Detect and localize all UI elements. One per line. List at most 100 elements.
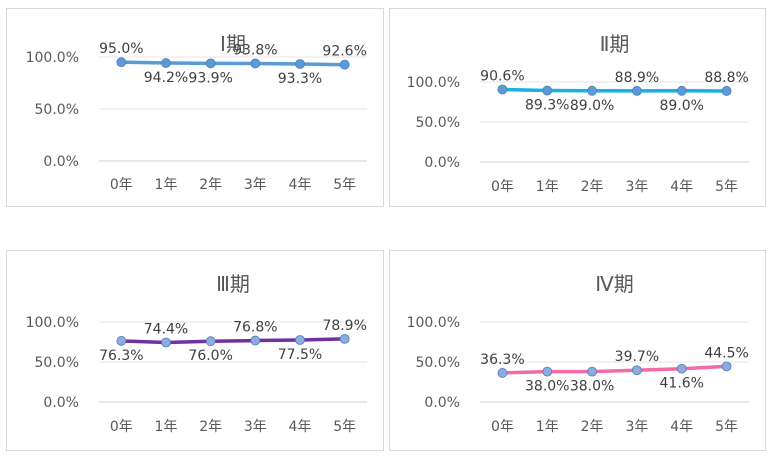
data-label: 93.8% [233, 42, 277, 58]
data-point [295, 59, 305, 69]
data-label: 38.0% [525, 379, 569, 395]
chart-title: Ⅲ期 [216, 272, 250, 296]
data-point [721, 86, 732, 96]
y-tick-label: 50.0% [35, 102, 79, 118]
data-point [116, 336, 127, 346]
data-point [250, 335, 261, 346]
data-point [587, 85, 597, 96]
data-label: 95.0% [99, 41, 143, 57]
data-point [721, 361, 732, 372]
data-point [205, 336, 216, 347]
data-label: 38.0% [570, 379, 614, 395]
y-tick-label: 50.0% [35, 355, 79, 371]
x-tick-label: 5年 [715, 179, 738, 195]
y-tick-label: 50.0% [416, 115, 460, 131]
data-label: 76.0% [188, 348, 232, 364]
data-label: 36.3% [480, 352, 524, 368]
data-label: 93.9% [188, 70, 232, 86]
data-label: 92.6% [322, 44, 366, 60]
data-point [205, 58, 216, 69]
x-tick-label: 5年 [715, 419, 738, 435]
x-tick-label: 4年 [670, 419, 693, 435]
x-tick-label: 2年 [199, 177, 222, 193]
y-tick-label: 0.0% [43, 154, 79, 170]
data-point [497, 84, 508, 95]
data-point [632, 365, 642, 376]
data-label: 78.9% [322, 318, 366, 334]
data-label: 74.4% [144, 321, 188, 337]
series-line [500, 87, 729, 93]
data-point [632, 85, 642, 96]
data-point [339, 59, 350, 70]
data-label: 93.3% [278, 71, 322, 87]
chart-title: Ⅳ期 [595, 272, 633, 296]
data-point [161, 337, 171, 348]
data-point [587, 366, 597, 377]
y-tick-label: 0.0% [424, 155, 460, 171]
data-label: 90.6% [480, 69, 524, 85]
x-tick-label: 3年 [244, 419, 267, 435]
x-tick-label: 2年 [199, 419, 222, 435]
data-label: 88.8% [704, 70, 748, 86]
data-label: 76.8% [233, 320, 277, 336]
data-label: 41.6% [660, 376, 704, 392]
data-point [339, 333, 350, 344]
x-tick-label: 0年 [491, 179, 514, 195]
x-tick-label: 5年 [333, 419, 356, 435]
y-tick-label: 50.0% [416, 355, 460, 371]
data-point [497, 368, 508, 378]
y-tick-label: 0.0% [424, 395, 460, 411]
x-tick-label: 4年 [289, 177, 312, 193]
chart-panel-stage-3: 0.0% 50.0% 100.0% Ⅲ期 0年 1年 2年 3年 4年 5年 76.3% 74.4% 7… [6, 250, 384, 451]
x-tick-label: 1年 [536, 179, 559, 195]
x-tick-label: 3年 [244, 177, 267, 193]
x-tick-label: 4年 [670, 179, 693, 195]
x-tick-label: 1年 [155, 419, 178, 435]
chart-panel-stage-4: 0.0% 50.0% 100.0% Ⅳ期 0年 1年 2年 3年 4年 5年 36.3% 38.0% 3… [389, 250, 766, 451]
data-point [676, 363, 687, 374]
chart-title: Ⅰ期 [220, 32, 246, 56]
data-label: 76.3% [99, 348, 143, 364]
data-point [676, 85, 687, 96]
x-tick-label: 1年 [155, 177, 178, 193]
y-tick-label: 100.0% [26, 50, 79, 66]
chart-panel-stage-1: 0.0% 50.0% 100.0% Ⅰ期 0年 1年 2年 3年 4年 5年 95.0% 94.2% 9… [6, 8, 384, 207]
data-label: 77.5% [278, 347, 322, 363]
chart-panel-stage-2: 0.0% 50.0% 100.0% Ⅱ期 0年 1年 2年 3年 4年 5年 90.6% 89.3% 8… [389, 8, 766, 207]
y-tick-label: 100.0% [407, 75, 460, 91]
data-label: 89.0% [570, 98, 614, 114]
x-tick-label: 2年 [581, 419, 604, 435]
x-tick-label: 3年 [625, 419, 648, 435]
series-line [500, 364, 729, 375]
x-tick-label: 3年 [625, 179, 648, 195]
data-label: 89.0% [660, 98, 704, 114]
data-label: 39.7% [615, 349, 659, 365]
y-tick-label: 100.0% [407, 315, 460, 331]
x-tick-label: 4年 [289, 419, 312, 435]
x-tick-label: 2年 [581, 179, 604, 195]
x-tick-label: 5年 [333, 177, 356, 193]
series-line [119, 337, 347, 345]
data-label: 94.2% [144, 70, 188, 86]
chart-title: Ⅱ期 [600, 32, 630, 56]
data-label: 88.9% [615, 70, 659, 86]
y-tick-label: 100.0% [26, 315, 79, 331]
x-tick-label: 0年 [110, 177, 133, 193]
x-tick-label: 1年 [536, 419, 559, 435]
data-point [116, 57, 127, 68]
y-tick-label: 0.0% [43, 395, 79, 411]
data-point [542, 366, 553, 377]
data-label: 89.3% [525, 98, 569, 114]
x-tick-label: 0年 [491, 419, 514, 435]
series-line [119, 60, 347, 67]
data-point [250, 58, 261, 69]
data-point [161, 58, 171, 68]
data-label: 44.5% [704, 345, 748, 361]
data-point [542, 85, 553, 96]
data-point [295, 335, 305, 345]
x-tick-label: 0年 [110, 419, 133, 435]
